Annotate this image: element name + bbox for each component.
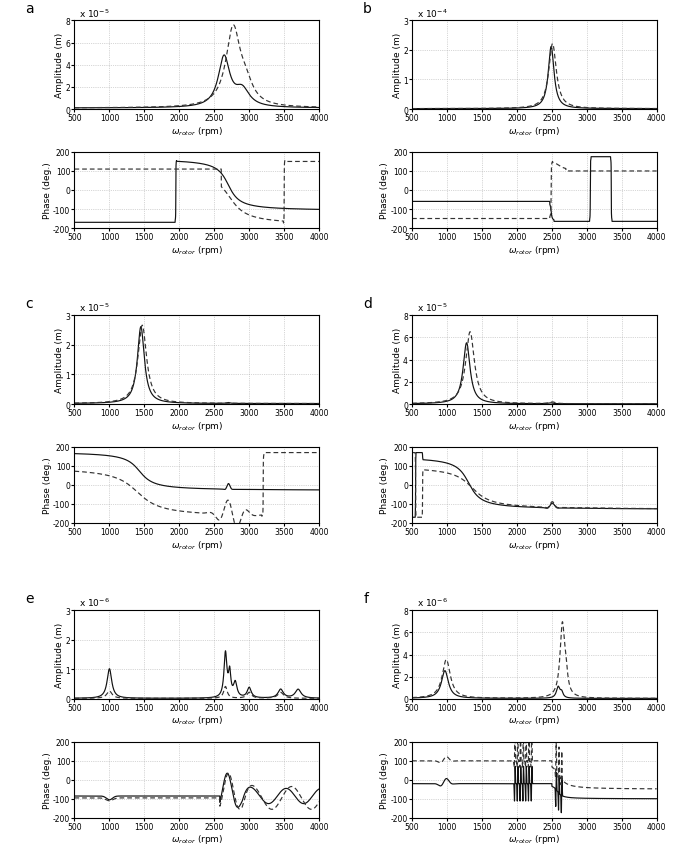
- X-axis label: $\omega_{rotor}$ (rpm): $\omega_{rotor}$ (rpm): [171, 419, 223, 432]
- X-axis label: $\omega_{rotor}$ (rpm): $\omega_{rotor}$ (rpm): [508, 244, 561, 256]
- Text: c: c: [26, 296, 33, 310]
- Y-axis label: Amplitude (m): Amplitude (m): [55, 328, 64, 393]
- Y-axis label: Amplitude (m): Amplitude (m): [393, 328, 401, 393]
- X-axis label: $\omega_{rotor}$ (rpm): $\omega_{rotor}$ (rpm): [508, 714, 561, 727]
- X-axis label: $\omega_{rotor}$ (rpm): $\omega_{rotor}$ (rpm): [508, 538, 561, 551]
- Text: x 10$^{-4}$: x 10$^{-4}$: [417, 7, 447, 20]
- Text: a: a: [26, 2, 34, 16]
- Y-axis label: Amplitude (m): Amplitude (m): [393, 33, 401, 98]
- Y-axis label: Amplitude (m): Amplitude (m): [55, 622, 64, 688]
- Text: x 10$^{-6}$: x 10$^{-6}$: [417, 596, 447, 608]
- X-axis label: $\omega_{rotor}$ (rpm): $\omega_{rotor}$ (rpm): [171, 124, 223, 137]
- X-axis label: $\omega_{rotor}$ (rpm): $\omega_{rotor}$ (rpm): [171, 832, 223, 845]
- Y-axis label: Phase (deg.): Phase (deg.): [380, 163, 389, 219]
- Y-axis label: Phase (deg.): Phase (deg.): [380, 751, 389, 809]
- Text: e: e: [26, 591, 34, 605]
- X-axis label: $\omega_{rotor}$ (rpm): $\omega_{rotor}$ (rpm): [508, 419, 561, 432]
- Text: x 10$^{-5}$: x 10$^{-5}$: [79, 7, 110, 20]
- X-axis label: $\omega_{rotor}$ (rpm): $\omega_{rotor}$ (rpm): [171, 714, 223, 727]
- X-axis label: $\omega_{rotor}$ (rpm): $\omega_{rotor}$ (rpm): [508, 832, 561, 845]
- Y-axis label: Amplitude (m): Amplitude (m): [55, 33, 64, 98]
- Y-axis label: Phase (deg.): Phase (deg.): [43, 457, 51, 514]
- Y-axis label: Phase (deg.): Phase (deg.): [43, 751, 51, 809]
- Text: f: f: [363, 591, 368, 605]
- Text: x 10$^{-5}$: x 10$^{-5}$: [79, 302, 110, 314]
- Y-axis label: Phase (deg.): Phase (deg.): [43, 163, 51, 219]
- Y-axis label: Phase (deg.): Phase (deg.): [380, 457, 389, 514]
- Text: x 10$^{-6}$: x 10$^{-6}$: [79, 596, 110, 608]
- Text: d: d: [363, 296, 372, 310]
- Y-axis label: Amplitude (m): Amplitude (m): [393, 622, 401, 688]
- Text: b: b: [363, 2, 372, 16]
- X-axis label: $\omega_{rotor}$ (rpm): $\omega_{rotor}$ (rpm): [508, 124, 561, 137]
- X-axis label: $\omega_{rotor}$ (rpm): $\omega_{rotor}$ (rpm): [171, 244, 223, 256]
- X-axis label: $\omega_{rotor}$ (rpm): $\omega_{rotor}$ (rpm): [171, 538, 223, 551]
- Text: x 10$^{-5}$: x 10$^{-5}$: [417, 302, 447, 314]
